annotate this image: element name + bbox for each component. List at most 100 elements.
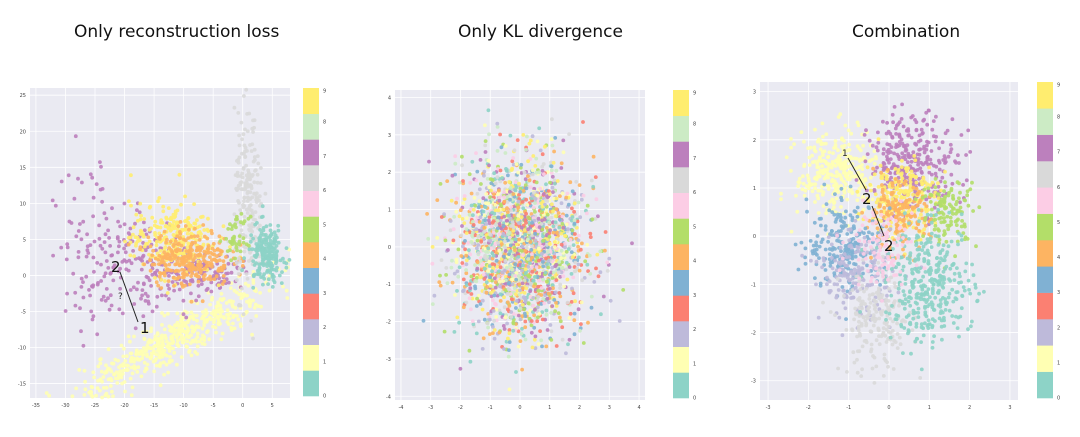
scatter-point — [507, 213, 511, 218]
scatter-point — [146, 294, 150, 299]
scatter-point — [106, 394, 111, 399]
scatter-point — [483, 123, 487, 128]
scatter-point — [904, 148, 909, 152]
scatter-point — [518, 190, 523, 194]
scatter-point — [842, 139, 846, 143]
scatter-point — [860, 167, 865, 172]
scatter-point — [540, 152, 545, 157]
scatter-point — [899, 165, 904, 170]
scatter-point — [445, 179, 450, 184]
scatter-point — [881, 147, 886, 152]
scatter-point — [880, 176, 885, 180]
scatter-point — [175, 320, 180, 325]
scatter-point — [589, 178, 594, 183]
scatter-point — [559, 161, 564, 166]
scatter-point — [525, 134, 529, 139]
scatter-point — [560, 191, 565, 196]
scatter-point — [834, 170, 839, 174]
scatter-point — [448, 228, 453, 233]
scatter-point — [122, 346, 126, 351]
scatter-point — [206, 244, 211, 248]
scatter-point — [585, 242, 590, 247]
scatter-point — [516, 199, 521, 204]
scatter-point — [906, 127, 910, 131]
scatter-point — [219, 337, 224, 342]
scatter-point — [847, 142, 851, 147]
scatter-point — [532, 337, 537, 342]
scatter-point — [558, 315, 562, 320]
scatter-point — [284, 246, 289, 251]
y-tick-label: 1 — [388, 208, 391, 214]
scatter-point — [558, 294, 563, 299]
scatter-point — [119, 343, 124, 348]
scatter-point — [135, 370, 140, 374]
scatter-point — [513, 237, 518, 242]
scatter-point — [455, 289, 459, 293]
scatter-point — [104, 216, 109, 221]
scatter-point — [530, 168, 535, 173]
scatter-point — [261, 247, 265, 252]
scatter-point — [500, 176, 505, 180]
scatter-point — [487, 163, 491, 168]
scatter-point — [260, 204, 265, 209]
scatter-point — [196, 283, 201, 288]
scatter-point — [933, 171, 938, 176]
scatter-point — [457, 214, 462, 219]
scatter-point — [152, 349, 156, 353]
scatter-point — [495, 121, 500, 126]
scatter-point — [557, 217, 562, 222]
scatter-point — [131, 249, 136, 253]
scatter-point — [480, 307, 485, 312]
scatter-point — [494, 258, 499, 263]
scatter-point — [237, 239, 242, 244]
scatter-point — [90, 385, 95, 390]
scatter-point — [498, 299, 503, 303]
scatter-point — [842, 143, 847, 148]
scatter-point — [905, 160, 910, 165]
scatter-point — [462, 221, 467, 226]
scatter-point — [543, 270, 548, 275]
scatter-point — [512, 148, 517, 153]
scatter-point — [257, 236, 262, 240]
scatter-point — [561, 150, 566, 155]
scatter-point — [257, 194, 262, 199]
scatter-point — [241, 132, 246, 137]
scatter-point — [797, 176, 802, 181]
scatter-point — [111, 265, 116, 270]
scatter-point — [461, 179, 465, 183]
scatter-point — [241, 221, 246, 226]
scatter-point — [510, 220, 515, 225]
scatter-point — [521, 263, 525, 268]
scatter-point — [524, 211, 528, 216]
scatter-point — [900, 151, 905, 156]
scatter-point — [189, 231, 194, 236]
scatter-point — [117, 365, 121, 369]
scatter-point — [261, 252, 265, 257]
scatter-point — [807, 163, 812, 168]
scatter-point — [499, 145, 504, 150]
scatter-point — [617, 319, 622, 323]
scatter-point — [153, 219, 158, 224]
scatter-point — [556, 211, 561, 215]
scatter-point — [517, 221, 521, 226]
scatter-point — [576, 262, 581, 267]
scatter-point — [63, 309, 68, 313]
scatter-point — [509, 315, 514, 319]
scatter-point — [243, 187, 247, 192]
scatter-point — [148, 346, 153, 351]
x-tick-label: 2 — [968, 405, 971, 411]
scatter-point — [98, 243, 103, 248]
scatter-point — [802, 162, 807, 167]
scatter-point — [552, 149, 556, 154]
scatter-point — [819, 159, 824, 164]
scatter-point — [913, 118, 917, 122]
scatter-point — [570, 255, 575, 259]
scatter-point — [480, 347, 485, 351]
scatter-point — [945, 128, 950, 133]
scatter-point — [570, 218, 574, 223]
scatter-point — [90, 394, 95, 399]
scatter-point — [135, 351, 140, 355]
scatter-point — [916, 139, 921, 144]
scatter-point — [874, 145, 879, 150]
scatter-point — [284, 288, 289, 293]
